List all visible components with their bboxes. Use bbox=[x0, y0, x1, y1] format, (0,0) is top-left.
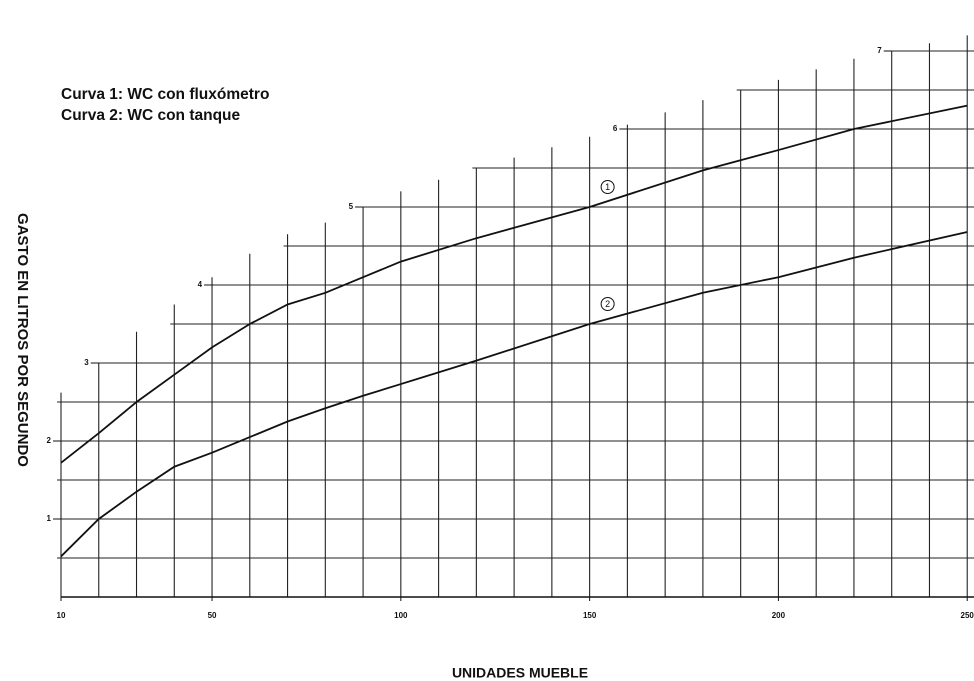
legend-entry: Curva 1: WC con fluxómetro bbox=[61, 86, 269, 103]
x-tick-label: 50 bbox=[208, 611, 217, 620]
y-tick-label: 4 bbox=[198, 280, 203, 289]
curve-marker bbox=[600, 297, 615, 311]
x-tick-label: 10 bbox=[57, 611, 66, 620]
curve-marker-label: 1 bbox=[605, 182, 610, 192]
x-tick-label: 150 bbox=[583, 611, 597, 620]
legend-entry: Curva 2: WC con tanque bbox=[61, 107, 241, 124]
x-tick-label: 100 bbox=[394, 611, 408, 620]
x-tick-label: 250 bbox=[961, 611, 974, 620]
y-tick-label: 6 bbox=[613, 124, 618, 133]
x-tick-label: 200 bbox=[772, 611, 786, 620]
x-axis-label: UNIDADES MUEBLE bbox=[452, 665, 588, 681]
line-series bbox=[60, 231, 968, 558]
y-tick-label: 5 bbox=[349, 202, 354, 211]
y-tick-label: 2 bbox=[47, 436, 52, 445]
y-tick-label: 3 bbox=[84, 358, 89, 367]
line-series bbox=[60, 104, 968, 464]
curve-marker bbox=[600, 180, 615, 194]
curve-marker-label: 2 bbox=[605, 299, 610, 309]
y-tick-label: 1 bbox=[47, 514, 52, 523]
y-tick-label: 7 bbox=[877, 46, 882, 55]
y-axis-label: GASTO EN LITROS POR SEGUNDO bbox=[14, 213, 31, 467]
